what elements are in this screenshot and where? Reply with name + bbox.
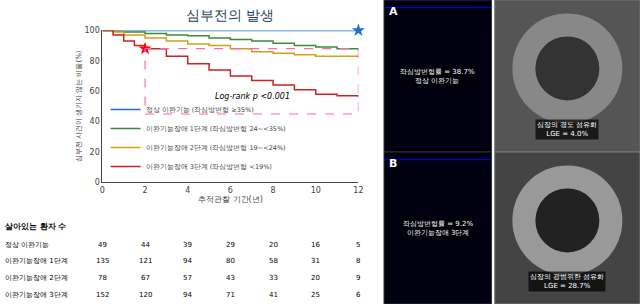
svg-text:94: 94 [183, 291, 192, 299]
svg-text:120: 120 [139, 291, 152, 299]
svg-text:A: A [389, 5, 398, 18]
svg-text:31: 31 [311, 257, 320, 265]
svg-text:0: 0 [100, 186, 105, 195]
svg-text:8: 8 [356, 257, 360, 265]
svg-text:80: 80 [90, 57, 100, 66]
svg-text:좌심방변형률 = 9.2%이완기능장애 3단계: 좌심방변형률 = 9.2%이완기능장애 3단계 [403, 220, 473, 237]
svg-text:33: 33 [269, 274, 278, 282]
svg-text:41: 41 [269, 291, 278, 299]
svg-text:10: 10 [311, 186, 321, 195]
svg-text:49: 49 [98, 241, 107, 249]
svg-text:추적관찰 기간(년): 추적관찰 기간(년) [198, 195, 263, 204]
svg-text:0: 0 [95, 178, 100, 187]
svg-text:29: 29 [226, 241, 235, 249]
svg-text:40: 40 [90, 117, 100, 126]
svg-text:80: 80 [226, 257, 235, 265]
svg-text:57: 57 [183, 274, 192, 282]
svg-text:6: 6 [356, 291, 361, 299]
svg-text:8: 8 [271, 186, 276, 195]
svg-text:4: 4 [185, 186, 190, 195]
svg-text:B: B [389, 157, 397, 170]
svg-text:5: 5 [356, 241, 360, 249]
svg-text:44: 44 [141, 241, 150, 249]
svg-text:20: 20 [269, 241, 278, 249]
svg-text:78: 78 [98, 274, 107, 282]
svg-text:살아있는 환자 수: 살아있는 환자 수 [5, 222, 66, 231]
svg-text:25: 25 [311, 291, 320, 299]
svg-text:심장의 광범위한 섬유화LGE = 28.7%: 심장의 광범위한 섬유화LGE = 28.7% [530, 273, 604, 290]
svg-text:2: 2 [143, 186, 148, 195]
svg-text:정상 이완기능: 정상 이완기능 [5, 241, 49, 249]
svg-text:121: 121 [139, 257, 152, 265]
svg-text:Log-rank p <0.001: Log-rank p <0.001 [215, 92, 290, 101]
svg-text:135: 135 [96, 257, 109, 265]
svg-text:152: 152 [96, 291, 109, 299]
svg-text:100: 100 [85, 26, 100, 35]
svg-text:심장의 경도 섬유화LGE = 4.0%: 심장의 경도 섬유화LGE = 4.0% [537, 121, 597, 138]
svg-text:71: 71 [226, 291, 235, 299]
svg-text:이완기능장애 3단계 (좌심방변형 <19%): 이완기능장애 3단계 (좌심방변형 <19%) [146, 163, 272, 171]
svg-text:43: 43 [226, 274, 235, 282]
svg-text:20: 20 [90, 148, 100, 157]
svg-text:이완기능장애 2단계: 이완기능장애 2단계 [5, 274, 68, 282]
svg-text:9: 9 [356, 274, 360, 282]
svg-text:94: 94 [183, 257, 192, 265]
svg-text:20: 20 [311, 274, 320, 282]
svg-text:심부전의 발생: 심부전의 발생 [186, 7, 274, 23]
svg-text:이완기능장애 3단계: 이완기능장애 3단계 [5, 291, 68, 299]
svg-text:39: 39 [183, 241, 192, 249]
svg-text:심부전 사건이 생기지 않는 비율(%): 심부전 사건이 생기지 않는 비율(%) [75, 50, 83, 162]
svg-text:12: 12 [353, 186, 363, 195]
svg-text:좌심방변형률 = 38.7%정상 이완기능: 좌심방변형률 = 38.7%정상 이완기능 [400, 68, 475, 85]
svg-text:이완기능장애 2단계 (좌심방변형 19~<24%): 이완기능장애 2단계 (좌심방변형 19~<24%) [146, 144, 286, 152]
svg-text:16: 16 [311, 241, 320, 249]
svg-text:60: 60 [90, 87, 100, 96]
svg-text:이완기능장애 1단계: 이완기능장애 1단계 [5, 257, 68, 265]
svg-text:정상 이완기능 (좌심방변형 ≥35%): 정상 이완기능 (좌심방변형 ≥35%) [146, 106, 254, 114]
svg-text:이완기능장애 1단계 (좌심방변형 24~<35%): 이완기능장애 1단계 (좌심방변형 24~<35%) [146, 125, 286, 133]
svg-text:67: 67 [141, 274, 150, 282]
svg-text:58: 58 [269, 257, 278, 265]
svg-text:6: 6 [228, 186, 233, 195]
